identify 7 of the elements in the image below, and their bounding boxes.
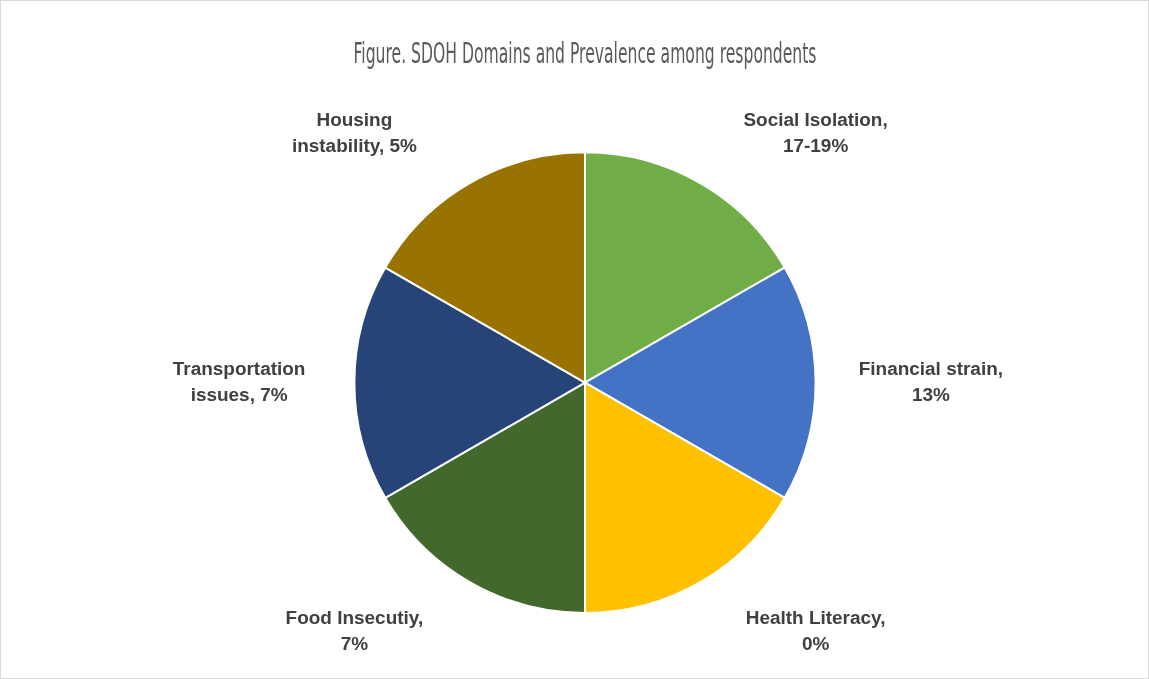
slice-label: Health Literacy, 0%	[745, 607, 886, 655]
slice-label: Transportation issues, 7%	[172, 357, 306, 405]
slice-label: Housing instability, 5%	[291, 108, 418, 156]
slice-label: Social Isolation, 17-19%	[743, 108, 888, 156]
chart-title: Figure. SDOH Domains and Prevalence among respondents	[353, 36, 817, 70]
slice-label: Financial strain, 13%	[858, 357, 1004, 405]
slice-label: Food Insecutiy, 7%	[285, 607, 424, 655]
